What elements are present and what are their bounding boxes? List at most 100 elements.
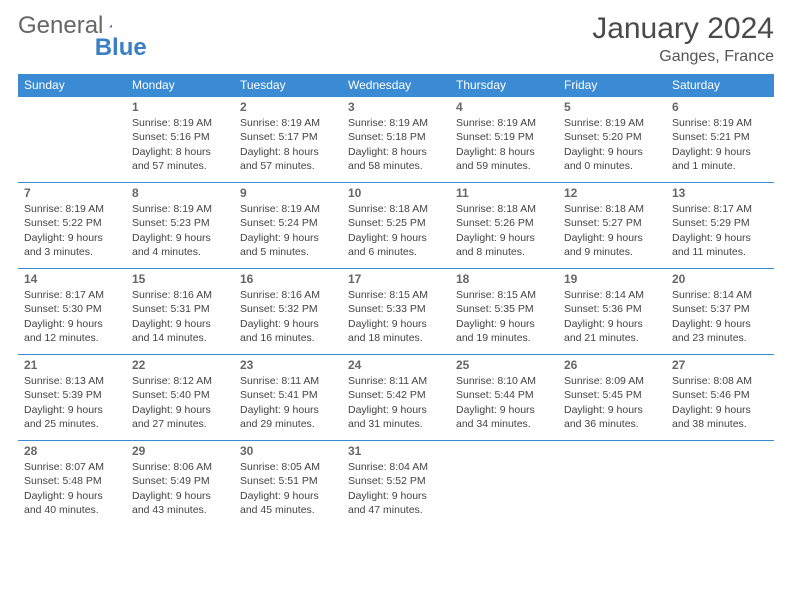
calendar-day-cell: 31Sunrise: 8:04 AMSunset: 5:52 PMDayligh… [342,441,450,527]
day-number: 15 [132,271,228,287]
calendar-day-cell: 30Sunrise: 8:05 AMSunset: 5:51 PMDayligh… [234,441,342,527]
sunrise-text: Sunrise: 8:18 AM [564,202,660,216]
calendar-day-cell: 1Sunrise: 8:19 AMSunset: 5:16 PMDaylight… [126,97,234,183]
calendar-day-cell: 2Sunrise: 8:19 AMSunset: 5:17 PMDaylight… [234,97,342,183]
daylight-text: and 59 minutes. [456,159,552,173]
calendar-day-cell: 25Sunrise: 8:10 AMSunset: 5:44 PMDayligh… [450,355,558,441]
logo-text-blue: Blue [95,34,147,62]
sunset-text: Sunset: 5:16 PM [132,130,228,144]
calendar-day-cell: 12Sunrise: 8:18 AMSunset: 5:27 PMDayligh… [558,183,666,269]
daylight-text: and 14 minutes. [132,331,228,345]
calendar-day-cell: 21Sunrise: 8:13 AMSunset: 5:39 PMDayligh… [18,355,126,441]
sunset-text: Sunset: 5:35 PM [456,302,552,316]
calendar-table: SundayMondayTuesdayWednesdayThursdayFrid… [18,74,774,527]
daylight-text: Daylight: 9 hours [564,403,660,417]
daylight-text: Daylight: 9 hours [24,231,120,245]
daylight-text: and 21 minutes. [564,331,660,345]
sunrise-text: Sunrise: 8:14 AM [564,288,660,302]
calendar-day-cell: 4Sunrise: 8:19 AMSunset: 5:19 PMDaylight… [450,97,558,183]
daylight-text: and 8 minutes. [456,245,552,259]
daylight-text: and 34 minutes. [456,417,552,431]
day-number: 3 [348,99,444,115]
daylight-text: and 57 minutes. [132,159,228,173]
sunrise-text: Sunrise: 8:19 AM [132,116,228,130]
sunrise-text: Sunrise: 8:16 AM [240,288,336,302]
daylight-text: Daylight: 9 hours [240,403,336,417]
daylight-text: Daylight: 9 hours [672,231,768,245]
sunrise-text: Sunrise: 8:10 AM [456,374,552,388]
day-number: 31 [348,443,444,459]
sunset-text: Sunset: 5:46 PM [672,388,768,402]
day-number: 25 [456,357,552,373]
day-header: Thursday [450,74,558,97]
daylight-text: and 9 minutes. [564,245,660,259]
sunrise-text: Sunrise: 8:16 AM [132,288,228,302]
day-number: 7 [24,185,120,201]
location: Ganges, France [592,48,774,66]
calendar-week: 28Sunrise: 8:07 AMSunset: 5:48 PMDayligh… [18,441,774,527]
daylight-text: and 11 minutes. [672,245,768,259]
daylight-text: Daylight: 9 hours [564,145,660,159]
daylight-text: Daylight: 9 hours [672,317,768,331]
calendar-empty-cell [558,441,666,527]
daylight-text: Daylight: 9 hours [24,403,120,417]
calendar-day-cell: 14Sunrise: 8:17 AMSunset: 5:30 PMDayligh… [18,269,126,355]
calendar-day-cell: 3Sunrise: 8:19 AMSunset: 5:18 PMDaylight… [342,97,450,183]
daylight-text: Daylight: 9 hours [24,489,120,503]
daylight-text: and 25 minutes. [24,417,120,431]
sunrise-text: Sunrise: 8:19 AM [456,116,552,130]
daylight-text: Daylight: 9 hours [456,231,552,245]
calendar-body: 1Sunrise: 8:19 AMSunset: 5:16 PMDaylight… [18,97,774,527]
daylight-text: Daylight: 9 hours [240,231,336,245]
sunset-text: Sunset: 5:18 PM [348,130,444,144]
sunrise-text: Sunrise: 8:19 AM [240,116,336,130]
day-number: 29 [132,443,228,459]
sunrise-text: Sunrise: 8:19 AM [348,116,444,130]
daylight-text: and 23 minutes. [672,331,768,345]
daylight-text: Daylight: 9 hours [348,317,444,331]
daylight-text: and 31 minutes. [348,417,444,431]
sunrise-text: Sunrise: 8:15 AM [348,288,444,302]
day-number: 14 [24,271,120,287]
sunrise-text: Sunrise: 8:06 AM [132,460,228,474]
daylight-text: and 29 minutes. [240,417,336,431]
calendar-empty-cell [18,97,126,183]
sunrise-text: Sunrise: 8:11 AM [348,374,444,388]
daylight-text: and 36 minutes. [564,417,660,431]
calendar-day-cell: 29Sunrise: 8:06 AMSunset: 5:49 PMDayligh… [126,441,234,527]
day-number: 4 [456,99,552,115]
daylight-text: Daylight: 8 hours [240,145,336,159]
sunrise-text: Sunrise: 8:18 AM [456,202,552,216]
calendar-head: SundayMondayTuesdayWednesdayThursdayFrid… [18,74,774,97]
day-header: Tuesday [234,74,342,97]
calendar-day-cell: 5Sunrise: 8:19 AMSunset: 5:20 PMDaylight… [558,97,666,183]
daylight-text: Daylight: 9 hours [456,403,552,417]
sunset-text: Sunset: 5:51 PM [240,474,336,488]
day-number: 13 [672,185,768,201]
calendar-day-cell: 26Sunrise: 8:09 AMSunset: 5:45 PMDayligh… [558,355,666,441]
day-number: 22 [132,357,228,373]
day-number: 5 [564,99,660,115]
day-number: 11 [456,185,552,201]
logo-triangle-icon [109,17,112,35]
day-number: 8 [132,185,228,201]
sunrise-text: Sunrise: 8:04 AM [348,460,444,474]
day-number: 12 [564,185,660,201]
day-number: 19 [564,271,660,287]
day-header: Sunday [18,74,126,97]
calendar-day-cell: 6Sunrise: 8:19 AMSunset: 5:21 PMDaylight… [666,97,774,183]
day-number: 1 [132,99,228,115]
daylight-text: Daylight: 8 hours [132,145,228,159]
daylight-text: and 27 minutes. [132,417,228,431]
calendar-day-cell: 28Sunrise: 8:07 AMSunset: 5:48 PMDayligh… [18,441,126,527]
day-number: 20 [672,271,768,287]
day-number: 2 [240,99,336,115]
daylight-text: Daylight: 9 hours [564,231,660,245]
daylight-text: Daylight: 9 hours [240,317,336,331]
sunset-text: Sunset: 5:30 PM [24,302,120,316]
day-number: 17 [348,271,444,287]
sunset-text: Sunset: 5:33 PM [348,302,444,316]
sunrise-text: Sunrise: 8:15 AM [456,288,552,302]
daylight-text: Daylight: 9 hours [564,317,660,331]
daylight-text: Daylight: 9 hours [456,317,552,331]
